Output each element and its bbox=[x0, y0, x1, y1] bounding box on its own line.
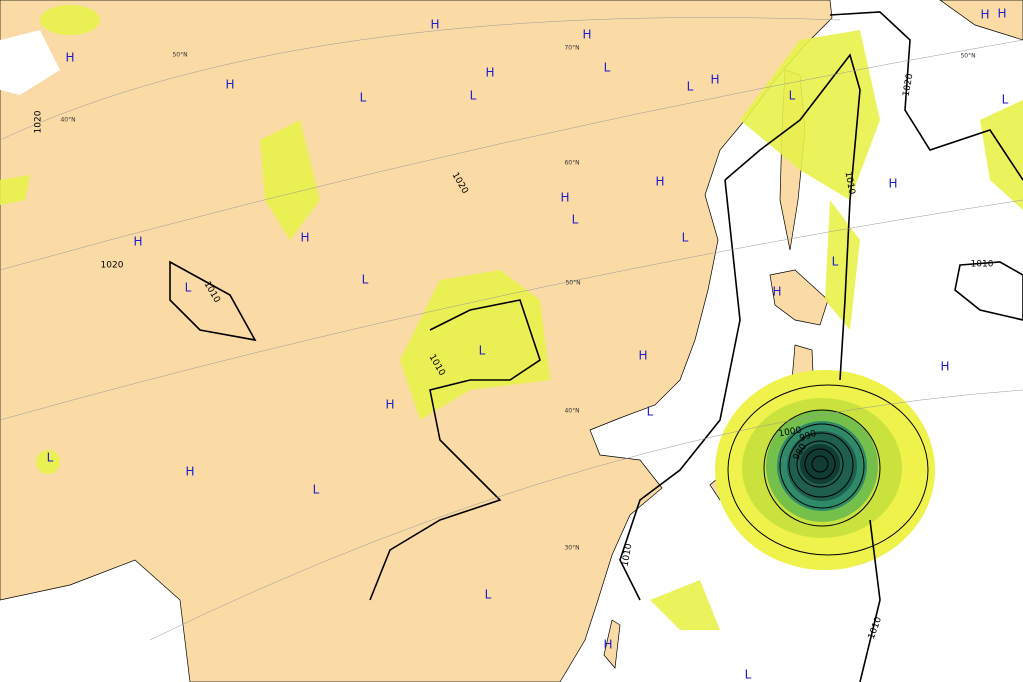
pressure-center: L bbox=[479, 344, 486, 358]
pressure-center: L bbox=[687, 80, 694, 94]
pressure-center: H bbox=[888, 177, 897, 191]
pressure-center: L bbox=[745, 668, 752, 682]
pressure-center: H bbox=[485, 66, 494, 80]
pressure-center: H bbox=[385, 398, 394, 412]
isobar-label: 1000 bbox=[778, 426, 803, 440]
latitude-label: 60°N bbox=[564, 160, 579, 167]
kamchatka bbox=[939, 0, 1023, 41]
isobar-label: 1010 bbox=[621, 543, 635, 568]
pressure-center: L bbox=[360, 91, 367, 105]
isobar-label: 1020 bbox=[902, 73, 916, 98]
pressure-center: H bbox=[560, 191, 569, 205]
pressure-center: L bbox=[185, 281, 192, 295]
lat-lines bbox=[0, 17, 1023, 641]
pressure-center: H bbox=[185, 465, 194, 479]
inland-sea bbox=[0, 30, 60, 95]
pressure-center: H bbox=[980, 8, 989, 22]
hokkaido bbox=[769, 269, 829, 326]
isobar-label: 1020 bbox=[101, 261, 124, 271]
pressure-center: L bbox=[647, 405, 654, 419]
precipitation bbox=[0, 5, 1023, 630]
pressure-center: H bbox=[638, 349, 647, 363]
latitude-label: 40°N bbox=[60, 117, 75, 124]
latitude-label: 50°N bbox=[960, 53, 975, 60]
typhoon bbox=[715, 370, 935, 570]
pressure-center: H bbox=[772, 285, 781, 299]
pressure-center: L bbox=[572, 213, 579, 227]
pressure-center: H bbox=[940, 360, 949, 374]
pressure-center: H bbox=[710, 73, 719, 87]
pressure-center: H bbox=[430, 18, 439, 32]
pressure-center: H bbox=[133, 235, 142, 249]
latitude-label: 50°N bbox=[172, 52, 187, 59]
pressure-center: L bbox=[470, 89, 477, 103]
pressure-center: H bbox=[603, 638, 612, 652]
pressure-center: H bbox=[225, 78, 234, 92]
pressure-center: L bbox=[789, 89, 796, 103]
isobars bbox=[169, 11, 1023, 682]
pressure-center: L bbox=[1002, 93, 1009, 107]
pressure-center: L bbox=[832, 255, 839, 269]
taiwan bbox=[603, 619, 621, 669]
latitude-label: 50°N bbox=[565, 280, 580, 287]
pressure-center: L bbox=[313, 483, 320, 497]
isobar-label: 1010 bbox=[971, 260, 994, 270]
latitude-label: 70°N bbox=[564, 45, 579, 52]
pressure-center: H bbox=[65, 51, 74, 65]
isobar-label: 1010 bbox=[843, 171, 857, 196]
pressure-center: L bbox=[682, 231, 689, 245]
latitude-label: 40°N bbox=[564, 408, 579, 415]
isobar-label: 1020 bbox=[34, 110, 44, 133]
pressure-center: H bbox=[582, 28, 591, 42]
pressure-center: L bbox=[47, 451, 54, 465]
pressure-center: H bbox=[300, 231, 309, 245]
pressure-center: L bbox=[485, 588, 492, 602]
pressure-center: L bbox=[604, 61, 611, 75]
latitude-label: 30°N bbox=[564, 545, 579, 552]
pressure-center: L bbox=[362, 273, 369, 287]
pressure-center: H bbox=[997, 7, 1006, 21]
pressure-center: H bbox=[655, 175, 664, 189]
